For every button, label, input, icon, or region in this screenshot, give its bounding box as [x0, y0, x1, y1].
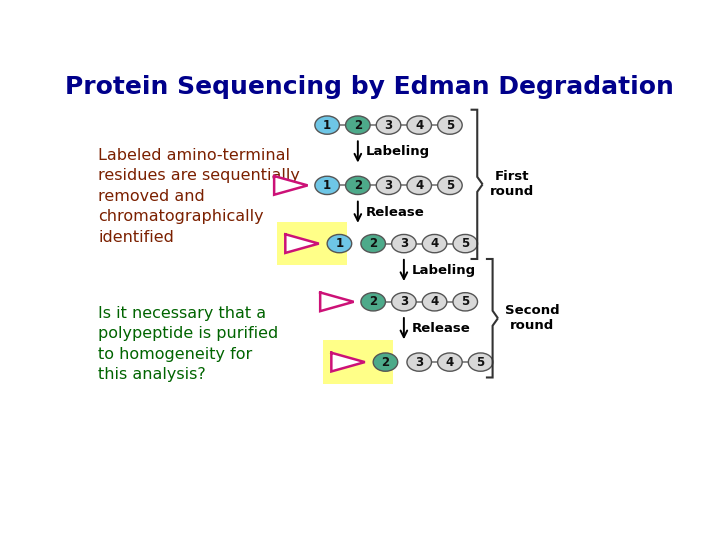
Circle shape: [453, 293, 477, 311]
Text: 1: 1: [323, 119, 331, 132]
Circle shape: [377, 116, 401, 134]
Circle shape: [377, 176, 401, 194]
Text: Is it necessary that a
polypeptide is purified
to homogeneity for
this analysis?: Is it necessary that a polypeptide is pu…: [99, 306, 279, 382]
Circle shape: [468, 353, 493, 371]
Text: 4: 4: [431, 237, 438, 250]
Polygon shape: [274, 176, 307, 195]
Text: 4: 4: [446, 356, 454, 369]
Circle shape: [392, 234, 416, 253]
Polygon shape: [320, 293, 354, 311]
Text: 4: 4: [431, 295, 438, 308]
Text: Release: Release: [366, 206, 425, 219]
FancyBboxPatch shape: [277, 222, 347, 266]
Text: 2: 2: [382, 356, 390, 369]
Text: 3: 3: [400, 295, 408, 308]
Text: Labeling: Labeling: [366, 145, 431, 158]
Text: 1: 1: [323, 179, 331, 192]
Text: Release: Release: [413, 322, 471, 335]
Text: 2: 2: [354, 179, 362, 192]
Text: 5: 5: [461, 237, 469, 250]
Text: Labeling: Labeling: [413, 264, 477, 277]
FancyBboxPatch shape: [323, 340, 392, 384]
Circle shape: [327, 234, 351, 253]
Polygon shape: [331, 353, 365, 372]
Circle shape: [315, 176, 339, 194]
Circle shape: [407, 176, 431, 194]
Circle shape: [346, 176, 370, 194]
Text: 3: 3: [384, 179, 392, 192]
Text: Labeled amino-terminal
residues are sequentially
removed and
chromatographically: Labeled amino-terminal residues are sequ…: [99, 148, 300, 245]
Text: Second
round: Second round: [505, 304, 559, 332]
Circle shape: [423, 293, 447, 311]
Text: First
round: First round: [490, 170, 534, 198]
Text: Protein Sequencing by Edman Degradation: Protein Sequencing by Edman Degradation: [65, 75, 673, 99]
Circle shape: [438, 176, 462, 194]
Circle shape: [392, 293, 416, 311]
Circle shape: [373, 353, 397, 371]
Text: 5: 5: [446, 119, 454, 132]
Circle shape: [407, 116, 431, 134]
Circle shape: [438, 116, 462, 134]
Circle shape: [361, 234, 385, 253]
Text: 3: 3: [384, 119, 392, 132]
Circle shape: [453, 234, 477, 253]
Circle shape: [423, 234, 447, 253]
Text: 5: 5: [461, 295, 469, 308]
Text: 2: 2: [369, 295, 377, 308]
Circle shape: [407, 353, 431, 371]
Text: 4: 4: [415, 119, 423, 132]
Polygon shape: [285, 234, 319, 253]
Text: 5: 5: [446, 179, 454, 192]
Circle shape: [315, 116, 339, 134]
Text: 2: 2: [354, 119, 362, 132]
Text: 1: 1: [336, 237, 343, 250]
Circle shape: [346, 116, 370, 134]
Circle shape: [438, 353, 462, 371]
Text: 2: 2: [369, 237, 377, 250]
Text: 4: 4: [415, 179, 423, 192]
Text: 5: 5: [477, 356, 485, 369]
Circle shape: [361, 293, 385, 311]
Text: 3: 3: [400, 237, 408, 250]
Text: 3: 3: [415, 356, 423, 369]
